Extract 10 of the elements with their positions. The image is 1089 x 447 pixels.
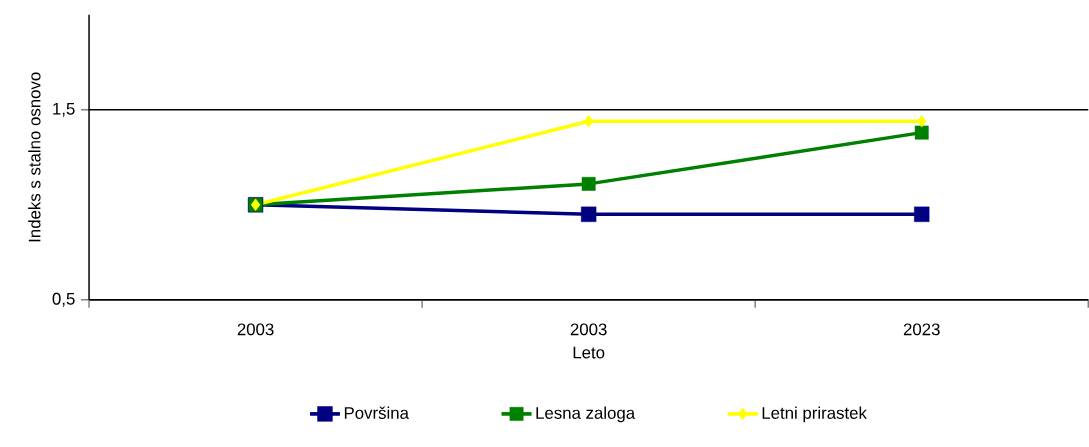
y-axis-title: Indeks s stalno osnovo: [28, 72, 41, 242]
y-tick-label: 1,5: [53, 102, 75, 117]
legend-label: Površina: [344, 406, 409, 419]
x-tick-label: 2023: [903, 323, 940, 336]
x-axis-title: Leto: [573, 346, 605, 359]
x-tick-label: 2003: [570, 323, 607, 336]
legend-label: Lesna zaloga: [536, 406, 636, 423]
x-tick-label: 2003: [237, 323, 274, 336]
y-tick-label: 0,5: [52, 292, 75, 307]
legend-label: Letni prirastek: [762, 406, 867, 423]
